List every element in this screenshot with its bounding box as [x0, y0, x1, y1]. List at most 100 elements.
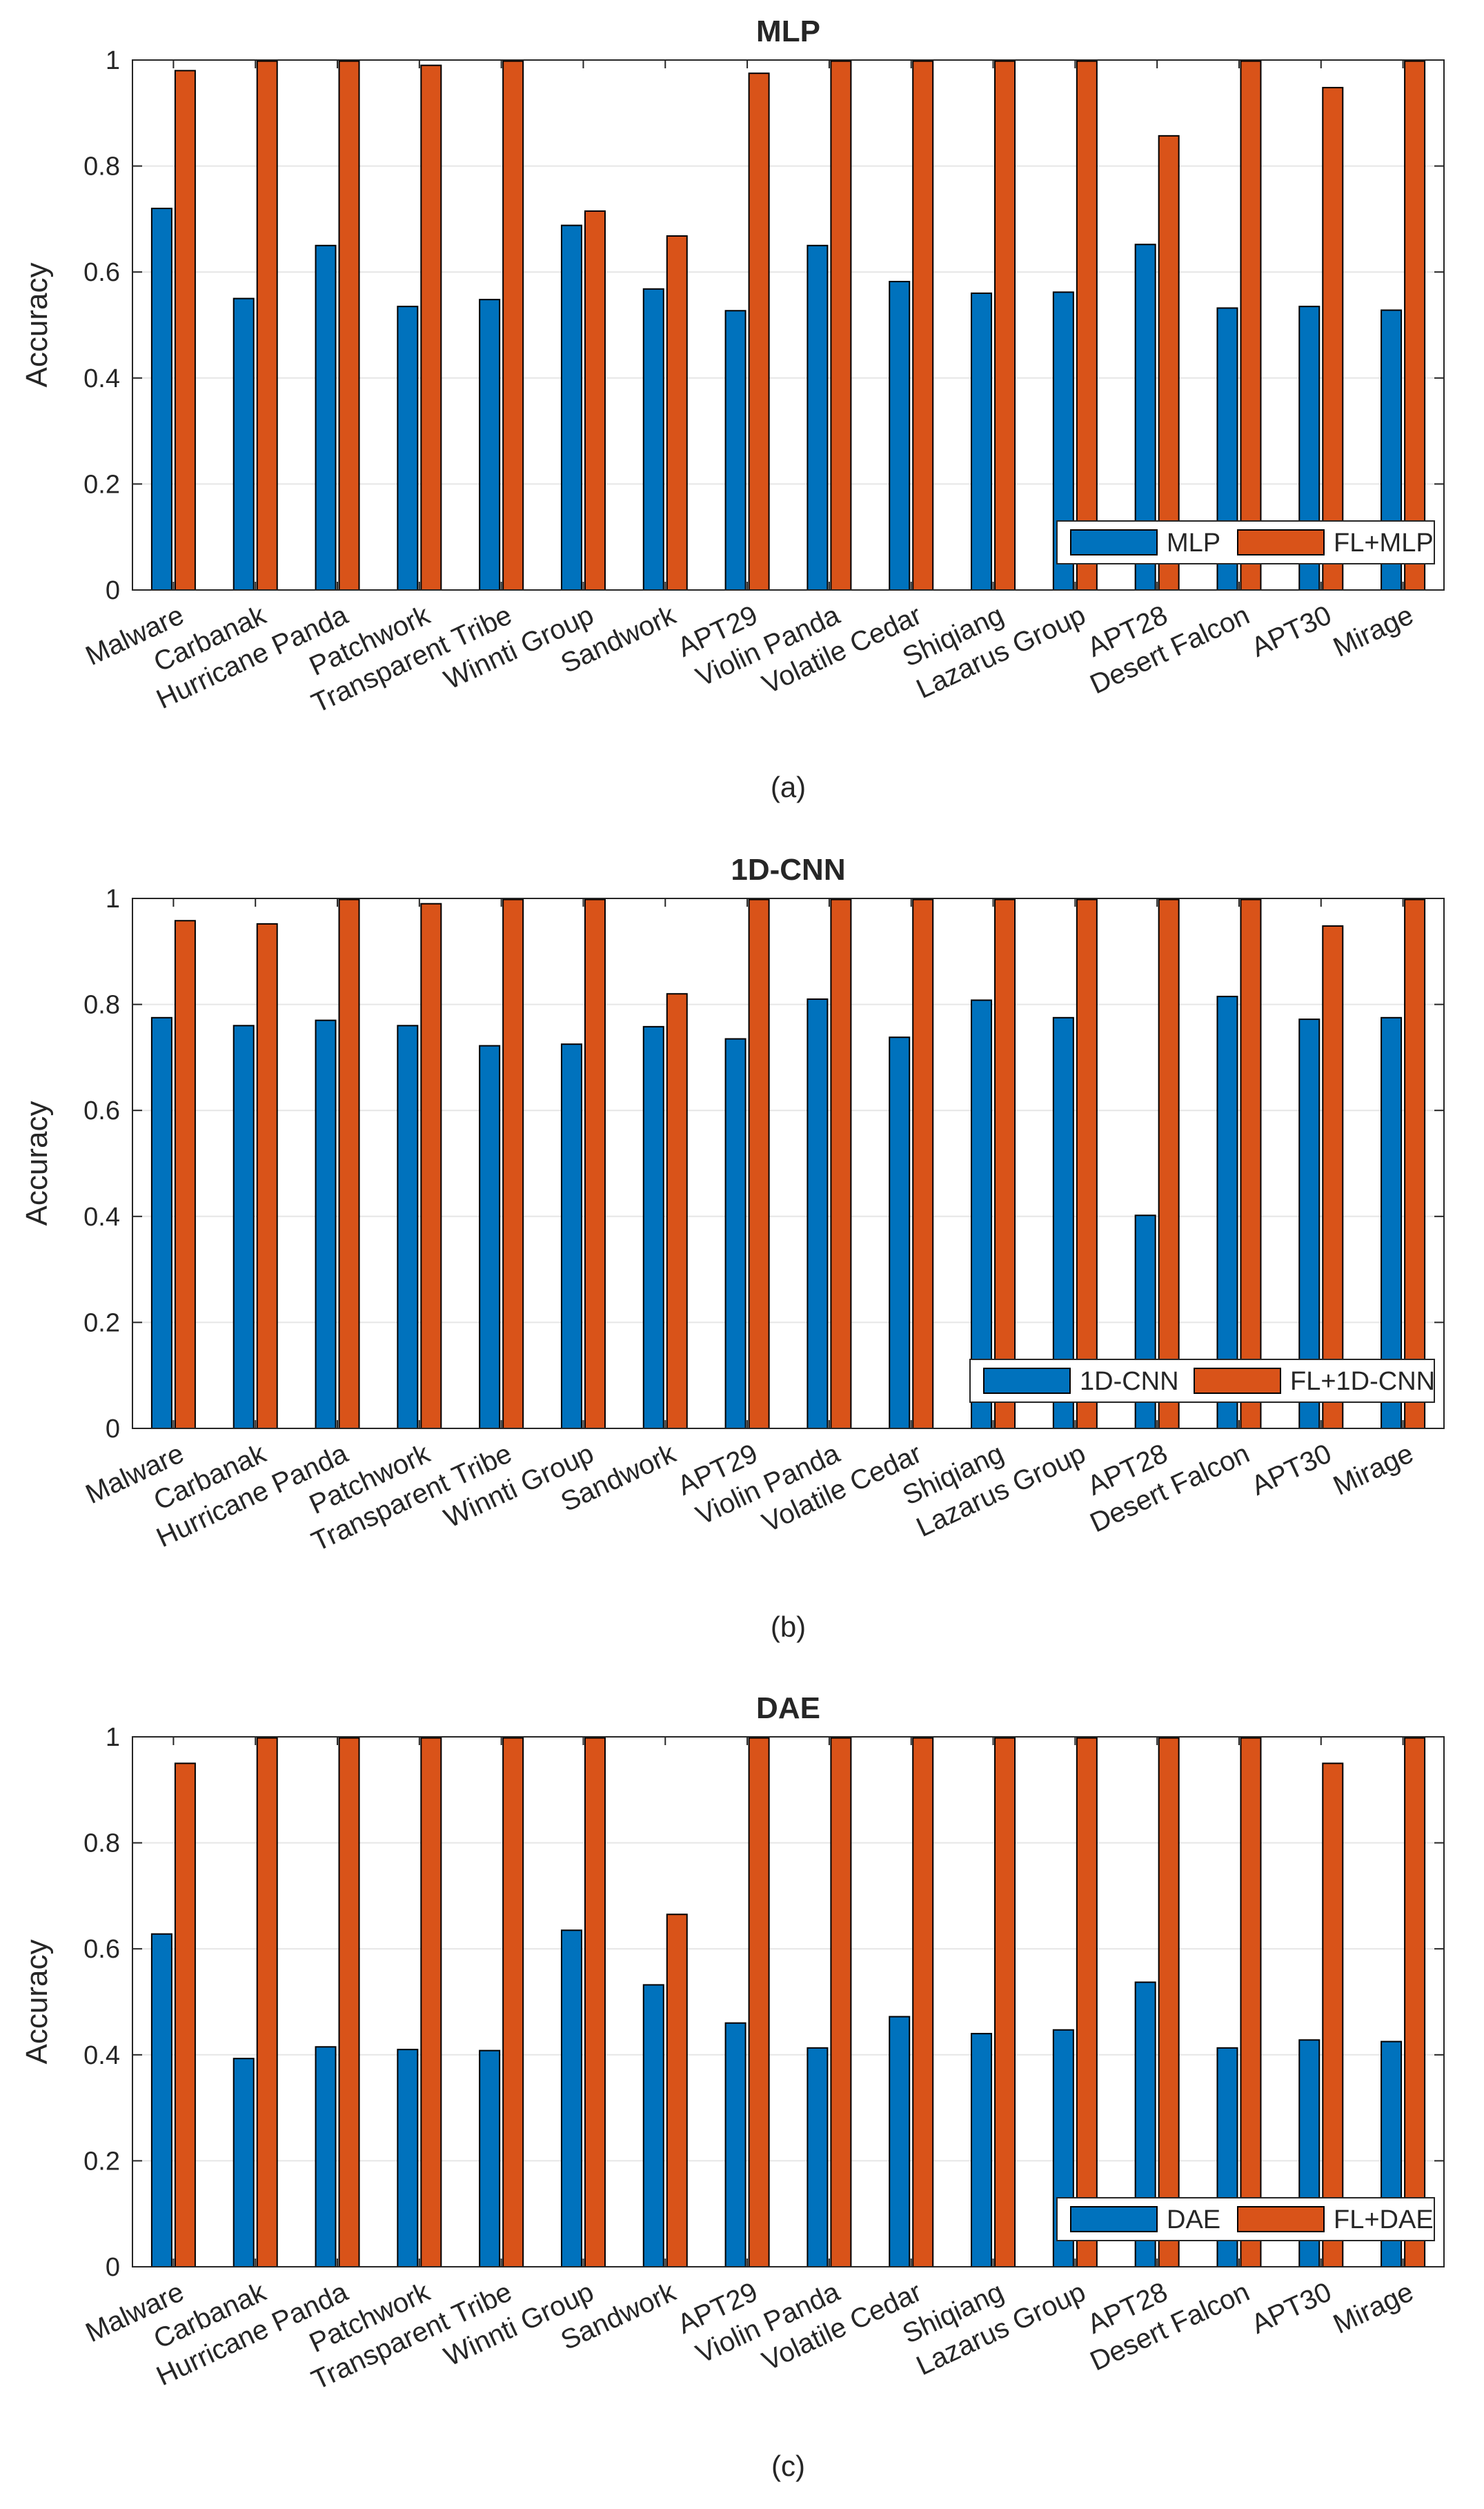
x-tick-label: Mirage — [1329, 600, 1418, 663]
bar-dae — [397, 2049, 419, 2268]
bar-fl-mlp — [830, 60, 852, 591]
y-axis-label: Accuracy — [20, 263, 54, 388]
bar-fl-1d-cnn — [338, 898, 360, 1429]
bar-dae — [807, 2047, 829, 2267]
bar-fl-1d-cnn — [994, 898, 1016, 1429]
bar-fl-dae — [1076, 1737, 1098, 2267]
bar-fl-dae — [256, 1737, 278, 2267]
bar-fl-1d-cnn — [666, 993, 688, 1429]
legend-label: FL+DAE — [1334, 2205, 1434, 2234]
legend: 1D-CNN FL+1D-CNN — [969, 1359, 1435, 1403]
bar-fl-mlp — [502, 60, 524, 591]
bar-mlp — [807, 244, 829, 591]
bar-1d-cnn — [150, 1016, 172, 1430]
bar-fl-1d-cnn — [1322, 925, 1344, 1430]
y-tick-label: 0.6 — [83, 1935, 120, 1964]
bar-1d-cnn — [807, 998, 829, 1430]
bar-1d-cnn — [889, 1036, 911, 1429]
legend: DAE FL+DAE — [1056, 2197, 1435, 2241]
bar-mlp — [315, 244, 337, 591]
legend-label: FL+MLP — [1334, 529, 1434, 558]
bar-fl-dae — [666, 1913, 688, 2268]
bar-mlp — [560, 224, 582, 591]
bar-fl-dae — [830, 1737, 852, 2267]
axes-frame — [132, 898, 1445, 1429]
bar-fl-1d-cnn — [1076, 898, 1098, 1429]
bar-fl-1d-cnn — [420, 903, 442, 1430]
bar-fl-mlp — [666, 235, 688, 591]
bar-fl-dae — [994, 1737, 1016, 2267]
bar-fl-1d-cnn — [1158, 898, 1180, 1429]
legend-swatch-fl-dae — [1237, 2206, 1325, 2232]
x-tick-label: Mirage — [1329, 2276, 1418, 2340]
y-axis-label: Accuracy — [20, 1940, 54, 2065]
y-tick-label: 0.8 — [83, 152, 120, 181]
bar-fl-1d-cnn — [1240, 898, 1262, 1429]
bar-fl-mlp — [994, 60, 1016, 591]
y-tick-label: 0 — [106, 1415, 120, 1444]
bar-fl-1d-cnn — [1404, 898, 1426, 1429]
bar-fl-dae — [1240, 1737, 1262, 2267]
bar-dae — [642, 1984, 664, 2268]
chart-title: 1D-CNN — [731, 853, 845, 887]
x-tick-label: Mirage — [1329, 1438, 1418, 1502]
y-tick-label: 0.6 — [83, 258, 120, 287]
bar-fl-1d-cnn — [174, 920, 196, 1429]
bar-fl-dae — [338, 1737, 360, 2267]
bar-1d-cnn — [315, 1019, 337, 1429]
bar-fl-mlp — [338, 60, 360, 591]
bar-mlp — [233, 297, 255, 591]
bar-1d-cnn — [560, 1043, 582, 1429]
y-tick-label: 0 — [106, 576, 120, 605]
bar-fl-dae — [748, 1737, 770, 2267]
bar-mlp — [724, 310, 746, 591]
bar-fl-mlp — [256, 60, 278, 591]
axes-frame — [132, 1736, 1445, 2267]
legend-label: 1D-CNN — [1080, 1367, 1179, 1396]
y-tick-label: 0 — [106, 2253, 120, 2282]
bar-fl-mlp — [1158, 135, 1180, 591]
bar-dae — [479, 2049, 501, 2267]
bar-fl-mlp — [584, 210, 606, 591]
y-tick-label: 0.2 — [83, 2147, 120, 2176]
bar-fl-dae — [912, 1737, 934, 2267]
chart-caption: (c) — [771, 2450, 805, 2482]
bar-dae — [560, 1929, 582, 2268]
y-tick-label: 1 — [106, 885, 120, 914]
y-tick-label: 1 — [106, 46, 120, 75]
bar-fl-dae — [174, 1762, 196, 2267]
bar-dae — [150, 1933, 172, 2268]
chart-caption: (a) — [771, 771, 806, 803]
legend-swatch-fl-mlp — [1237, 529, 1325, 555]
legend-label: FL+1D-CNN — [1290, 1367, 1435, 1396]
bar-dae — [233, 2058, 255, 2268]
bar-fl-mlp — [420, 64, 442, 591]
y-tick-label: 1 — [106, 1723, 120, 1752]
legend: MLP FL+MLP — [1056, 520, 1435, 564]
bar-mlp — [150, 208, 172, 591]
bar-1d-cnn — [397, 1025, 419, 1429]
bar-fl-mlp — [174, 70, 196, 591]
bar-fl-mlp — [1076, 60, 1098, 591]
bar-fl-1d-cnn — [748, 898, 770, 1429]
bar-dae — [889, 2016, 911, 2267]
x-tick-label: APT30 — [1247, 2276, 1336, 2340]
legend-swatch-1d-cnn — [983, 1368, 1071, 1394]
bar-fl-dae — [1322, 1762, 1344, 2267]
bar-1d-cnn — [724, 1038, 746, 1429]
bar-1d-cnn — [1216, 996, 1238, 1429]
legend-label: MLP — [1167, 529, 1220, 558]
bar-fl-mlp — [912, 60, 934, 591]
bar-fl-mlp — [1322, 86, 1344, 591]
bar-1d-cnn — [233, 1025, 255, 1429]
y-tick-label: 0.4 — [83, 2041, 120, 2070]
legend-swatch-fl-1d-cnn — [1194, 1368, 1281, 1394]
y-tick-label: 0.6 — [83, 1096, 120, 1125]
bar-1d-cnn — [642, 1025, 664, 1429]
bar-fl-dae — [584, 1737, 606, 2267]
legend-swatch-dae — [1070, 2206, 1158, 2232]
bar-dae — [724, 2022, 746, 2267]
chart-title: DAE — [756, 1691, 820, 1725]
